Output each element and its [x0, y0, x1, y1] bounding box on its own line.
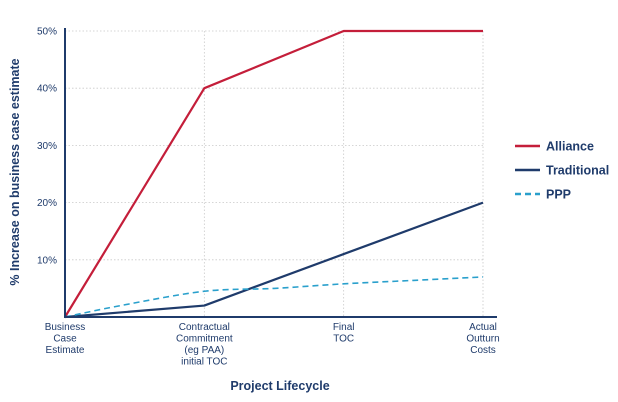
x-tick-label-line: Costs	[470, 345, 496, 356]
x-tick-label: Contractual Commitment (eg PAA) initial TOC	[176, 322, 233, 368]
x-tick-label-line: Estimate	[46, 345, 85, 356]
series-line-ppp	[64, 276, 484, 318]
y-axis-label: % Increase on business case estimate	[8, 58, 22, 285]
axes	[64, 28, 497, 318]
x-tick-label-line: Contractual	[179, 322, 230, 333]
x-tick-labels: Business Case Estimate Contractual Commitmen…	[45, 322, 500, 368]
legend-label-ppp: PPP	[546, 188, 571, 202]
x-tick-label-line: Business	[45, 322, 86, 333]
y-tick-label: 40%	[37, 84, 57, 95]
x-tick-label-line: Case	[53, 334, 77, 345]
series-line-traditional	[64, 201, 484, 319]
x-tick-label-line: Actual	[469, 322, 497, 333]
y-tick-label: 20%	[37, 198, 57, 209]
x-axis-label: Project Lifecycle	[230, 379, 329, 393]
grid	[65, 30, 484, 317]
x-tick-label-line: initial TOC	[181, 357, 227, 368]
series-line-alliance	[64, 29, 483, 318]
x-tick-label-line: Final	[333, 322, 355, 333]
x-tick-label-line: (eg PAA)	[184, 345, 224, 356]
y-tick-label: 10%	[37, 255, 57, 266]
x-tick-label-line: Outturn	[466, 334, 499, 345]
x-tick-label-line: TOC	[333, 334, 354, 345]
legend-label-alliance: Alliance	[546, 140, 594, 154]
x-tick-label: Final TOC	[333, 322, 355, 345]
y-tick-labels: 10% 20% 30% 40% 50%	[37, 27, 57, 267]
x-tick-label: Actual Outturn Costs	[466, 322, 499, 356]
y-tick-label: 50%	[37, 27, 57, 38]
x-tick-label-line: Commitment	[176, 334, 233, 345]
x-tick-label: Business Case Estimate	[45, 322, 86, 356]
legend-label-traditional: Traditional	[546, 164, 609, 178]
series-lines	[64, 29, 484, 319]
y-tick-label: 30%	[37, 141, 57, 152]
legend: Alliance Traditional PPP	[515, 140, 609, 202]
